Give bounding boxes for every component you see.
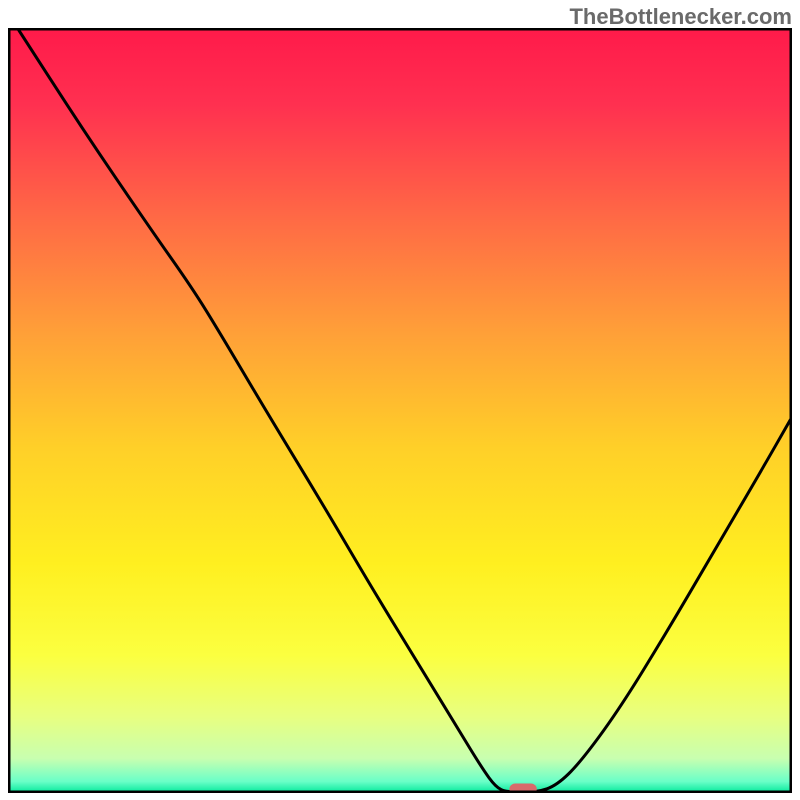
watermark-text: TheBottlenecker.com <box>569 4 792 30</box>
plot-svg <box>8 28 792 793</box>
plot-background <box>8 28 792 793</box>
chart-container: TheBottlenecker.com <box>0 0 800 800</box>
plot-area <box>8 28 792 793</box>
